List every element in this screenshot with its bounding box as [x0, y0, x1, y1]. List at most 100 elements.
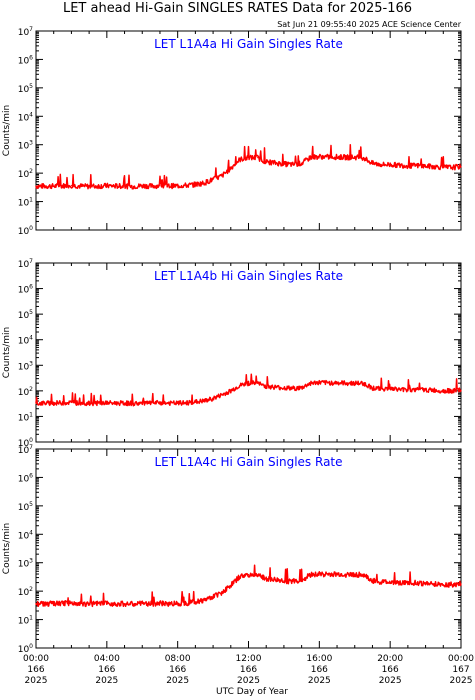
data-point: [106, 402, 108, 404]
x-tick-year: 2025: [95, 676, 118, 686]
data-point: [371, 162, 374, 165]
data-point: [239, 576, 241, 578]
y-tick-label: 101: [18, 197, 33, 209]
x-axis-labels: 00:00166202504:00166202508:00166202512:0…: [23, 654, 474, 697]
data-point: [274, 579, 276, 581]
data-point: [460, 583, 462, 585]
data-point: [336, 156, 338, 158]
data-point: [150, 402, 152, 404]
page-title: LET ahead Hi-Gain SINGLES RATES Data for…: [62, 1, 413, 16]
data-point: [177, 602, 179, 605]
data-point: [70, 401, 73, 404]
data-point: [115, 603, 117, 605]
x-tick-year: 2025: [308, 676, 331, 686]
data-point: [88, 185, 90, 188]
data-point: [177, 402, 179, 404]
data-point: [371, 580, 374, 582]
data-point: [424, 582, 427, 585]
panel-title: LET L1A4c Hi Gain Singles Rate: [154, 455, 342, 469]
y-tick-label: 104: [18, 335, 33, 347]
data-point: [88, 402, 90, 405]
data-point: [168, 185, 170, 187]
data-point: [283, 163, 285, 165]
data-point: [203, 599, 205, 601]
data-point: [274, 386, 276, 388]
data-point: [106, 602, 108, 605]
y-tick-label: 102: [18, 386, 33, 398]
data-point: [451, 583, 453, 586]
data-point: [398, 388, 400, 390]
x-tick-time: 04:00: [94, 654, 120, 664]
data-point: [309, 156, 312, 158]
y-tick-label: 107: [18, 444, 33, 456]
data-point: [389, 581, 391, 583]
data-point: [318, 573, 320, 575]
chart-panel-3: 100 101 102 103 104 105 106 107 Counts/min LET L1…: [2, 444, 462, 655]
data-point: [442, 390, 444, 392]
data-point: [53, 603, 55, 605]
data-point: [194, 601, 196, 603]
data-point: [407, 582, 409, 584]
data-point: [212, 595, 214, 598]
data-point: [398, 581, 400, 584]
data-point: [327, 573, 329, 575]
data-point: [336, 382, 338, 384]
data-point: [239, 158, 241, 161]
y-tick-label: 107: [18, 26, 33, 38]
data-point: [70, 184, 73, 187]
data-point: [203, 182, 205, 184]
data-point: [168, 402, 170, 404]
data-point: [221, 591, 223, 594]
data-point: [132, 402, 134, 405]
data-point: [460, 165, 462, 168]
series-line: [35, 564, 462, 608]
data-point: [389, 163, 391, 166]
data-point: [363, 382, 365, 385]
data-point: [309, 574, 312, 576]
data-point: [194, 183, 196, 186]
y-tick-label: 104: [18, 111, 33, 123]
data-point: [123, 603, 126, 605]
x-tick-time: 08:00: [165, 654, 191, 664]
data-point: [442, 583, 444, 586]
data-point: [185, 402, 188, 404]
y-tick-label: 102: [18, 168, 33, 180]
data-point: [389, 388, 391, 390]
plot-frame: [35, 262, 462, 443]
y-tick-label: 101: [18, 411, 33, 423]
data-point: [318, 382, 320, 384]
x-tick-time: 20:00: [377, 654, 403, 664]
data-point: [230, 167, 232, 169]
y-tick-label: 103: [18, 360, 33, 372]
data-point: [132, 603, 134, 605]
x-tick-time: 12:00: [236, 654, 262, 664]
y-tick-label: 101: [18, 615, 33, 627]
x-tick-day: 166: [169, 665, 186, 675]
y-tick-label: 106: [18, 472, 33, 484]
y-tick-label: 102: [18, 586, 33, 598]
data-point: [70, 602, 73, 604]
data-point: [106, 185, 108, 187]
x-tick-day: 166: [311, 665, 328, 675]
data-point: [274, 162, 276, 164]
y-axis-label: Counts/min: [2, 327, 12, 378]
data-point: [159, 185, 161, 187]
data-point: [345, 574, 347, 576]
y-tick-label: 106: [18, 54, 33, 66]
timestamp-label: Sat Jun 21 09:55:40 2025 ACE Science Cen…: [277, 20, 461, 29]
data-point: [407, 389, 409, 391]
data-point: [185, 602, 188, 604]
data-point: [416, 582, 418, 584]
x-tick-year: 2025: [237, 676, 260, 686]
y-tick-label: 100: [18, 437, 33, 449]
chart-panel-2: 100 101 102 103 104 105 106 107 Counts/min LET L1…: [2, 258, 462, 449]
data-point: [194, 401, 196, 403]
data-point: [115, 402, 117, 404]
data-point: [407, 165, 409, 167]
data-point: [168, 603, 170, 605]
data-point: [354, 156, 356, 158]
data-point: [265, 385, 267, 387]
data-point: [141, 185, 143, 187]
data-point: [212, 397, 214, 400]
data-point: [416, 388, 418, 391]
